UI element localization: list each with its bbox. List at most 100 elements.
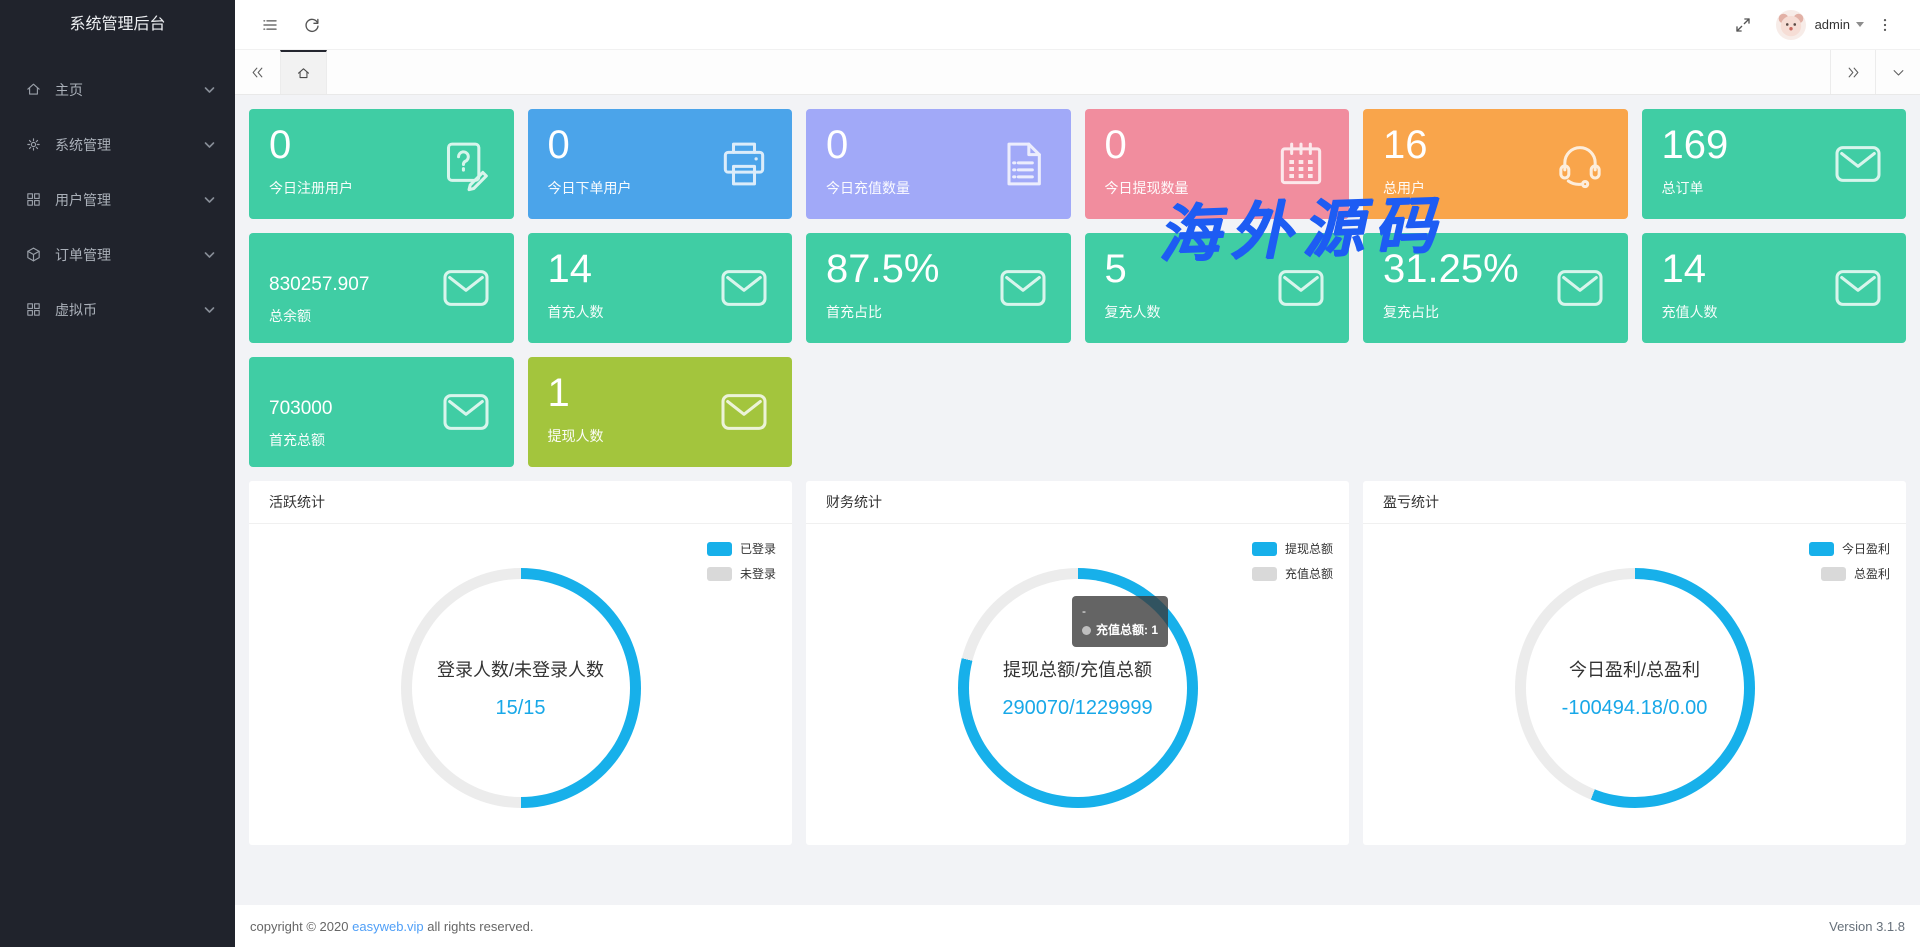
stat-card: 31.25% 复充占比 [1363,233,1628,343]
sidebar-item[interactable]: 订单管理 [0,227,235,282]
copyright-text: copyright © 2020 easyweb.vip all rights … [250,919,1829,934]
stat-card-value: 16 [1383,123,1428,167]
headset-icon [1552,136,1608,192]
mail-icon [1835,146,1881,182]
chart-legend: 提现总额充值总额 [1251,540,1333,590]
grid-icon [27,303,40,316]
tabs-more-icon[interactable] [1875,50,1920,94]
chart-panels: 活跃统计 已登录 未登录 登录人数/未登录人数 15/15 财务统计 提现总额 充值总额 提现总… [249,481,1906,845]
legend-label: 今日盈利 [1841,542,1890,556]
mail-icon [438,384,494,440]
user-menu[interactable]: admin [1764,9,1864,40]
stat-card-value: 14 [547,247,593,291]
refresh-icon[interactable] [291,0,333,50]
stat-card-value: 0 [547,123,570,167]
sidebar-item-label: 主页 [55,81,83,98]
avatar[interactable] [1775,9,1806,40]
stat-card-rows: 0 今日注册用户 0 今日下单用户 0 今日充值数量 0 今日提现数量 16 总用户 169 总订单 8… [249,109,1906,467]
mail-icon [721,270,767,306]
sidebar-item[interactable]: 主页 [0,62,235,117]
legend-item[interactable]: 提现总额 [1251,540,1333,557]
tab-home[interactable] [280,50,327,94]
legend-item[interactable]: 已登录 [706,540,776,557]
legend-label: 提现总额 [1284,542,1333,556]
mail-icon [716,260,772,316]
stat-card-label: 提现人数 [547,428,604,444]
chart-area: 今日盈利总盈利今日盈利/总盈利 -100494.18/0.00 [1363,524,1906,844]
chart-panel-title: 活跃统计 [249,481,792,524]
donut-center: 登录人数/未登录人数 15/15 [411,579,630,797]
sidebar-item-label: 虚拟币 [55,301,97,318]
legend-item[interactable]: 总盈利 [1809,565,1890,582]
legend-label: 已登录 [739,542,776,556]
username: admin [1814,17,1850,32]
legend-label: 未登录 [739,567,776,581]
stat-card-label: 首充占比 [826,304,882,320]
fullscreen-icon[interactable] [1722,0,1764,50]
tabbar-spacer [327,50,1830,94]
mail-icon [1273,260,1329,316]
donut-center-value: -100494.18/0.00 [1561,697,1708,719]
sidebar-toggle-icon[interactable] [249,0,291,50]
donut-center: 今日盈利/总盈利 -100494.18/0.00 [1525,579,1744,797]
home-icon [297,67,310,78]
gear-icon [27,138,40,151]
grid-icon [25,191,42,208]
home-icon [25,81,42,98]
stat-card-value: 0 [1104,123,1127,167]
legend-item[interactable]: 今日盈利 [1808,540,1890,557]
more-vertical-icon[interactable] [1864,0,1906,50]
chart-panel: 活跃统计已登录未登录登录人数/未登录人数 15/15 [249,481,792,845]
donut-center-value: 15/15 [495,697,546,719]
sidebar-item[interactable]: 虚拟币 [0,282,235,337]
stat-card-row: 830257.907 总余额 14 首充人数 87.5% 首充占比 5 复充人数 31.25% 复… [249,233,1906,343]
stat-card-value: 31.25% [1383,247,1519,291]
legend-item[interactable]: 充值总额 [1251,565,1333,582]
caret-down-icon [1856,22,1864,27]
stat-card: 830257.907 总余额 [249,233,514,343]
version-label: Version 3.1.8 [1829,918,1905,934]
stat-card-label: 复充占比 [1383,304,1439,320]
stat-card-label: 总余额 [269,308,311,324]
legend-swatch [1808,541,1834,556]
stat-card: 0 今日充值数量 [806,109,1071,219]
chart-area: 已登录未登录登录人数/未登录人数 15/15 [249,524,792,844]
calendar-icon [1273,136,1329,192]
cube-icon [27,247,40,262]
stat-card: 0 今日注册用户 [249,109,514,219]
legend-swatch [706,566,732,581]
mail-icon [716,384,772,440]
sidebar-item-label: 用户管理 [55,191,111,208]
tabbar [235,50,1920,95]
legend-label: 总盈利 [1853,567,1890,581]
donut-center-label: 提现总额/充值总额 [1002,660,1152,680]
mail-icon [1830,136,1886,192]
stat-card: 703000 首充总额 [249,357,514,467]
file-list-icon [995,136,1051,192]
footer: copyright © 2020 easyweb.vip all rights … [235,905,1920,947]
gear-icon [25,136,42,153]
chevron-down-icon [204,306,215,314]
sidebar-item[interactable]: 用户管理 [0,172,235,227]
stat-card-label: 今日下单用户 [547,180,632,196]
stat-card-row: 703000 首充总额 1 提现人数 [249,357,1906,467]
sidebar-item-label: 系统管理 [55,136,111,153]
stat-card: 16 总用户 [1363,109,1628,219]
chevron-down-icon [204,196,215,204]
stat-card-label: 今日提现数量 [1104,180,1189,196]
stat-card-label: 总订单 [1661,180,1704,196]
mail-icon [1552,260,1608,316]
sidebar-item[interactable]: 系统管理 [0,117,235,172]
chart-panel: 盈亏统计 今日盈利 总盈利 今日盈利/总盈利 -100494.18/0.00 [1363,481,1906,845]
tabs-scroll-right-icon[interactable] [1830,50,1875,94]
sidebar: 系统管理后台 主页 系统管理 用户管理 订单管理 虚拟币 [0,0,235,947]
legend-item[interactable]: 未登录 [706,565,776,582]
donut-ring[interactable]: 登录人数/未登录人数 15/15 [400,568,641,808]
mail-icon [995,260,1051,316]
donut-ring[interactable]: 今日盈利/总盈利 -100494.18/0.00 [1514,568,1755,808]
stat-card-value: 14 [1661,247,1707,291]
chart-panel: 财务统计 提现总额 充值总额 提现总额/充值总额 290070/1229999 - 充值总额… [806,481,1349,845]
stat-card-label: 今日充值数量 [826,180,910,196]
easyweb-link[interactable]: easyweb.vip [352,918,424,934]
tabs-scroll-left-icon[interactable] [235,50,280,94]
